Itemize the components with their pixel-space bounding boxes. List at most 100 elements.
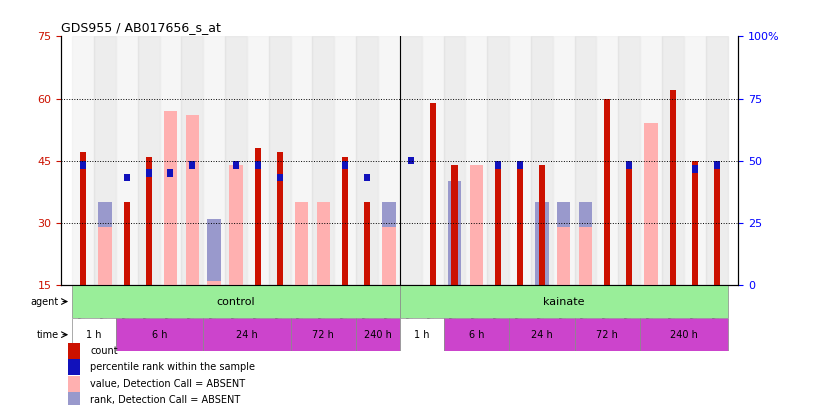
Bar bbox=[713, 161, 720, 168]
Bar bbox=[364, 174, 370, 181]
Bar bbox=[574, 318, 641, 351]
Text: time: time bbox=[37, 330, 59, 340]
Bar bbox=[517, 161, 523, 285]
Bar bbox=[713, 165, 720, 285]
Bar bbox=[662, 36, 684, 285]
Bar bbox=[605, 98, 610, 285]
Bar bbox=[277, 152, 282, 285]
Bar bbox=[189, 161, 195, 168]
Text: rank, Detection Call = ABSENT: rank, Detection Call = ABSENT bbox=[91, 395, 241, 405]
Bar bbox=[706, 36, 728, 285]
Bar bbox=[317, 202, 330, 285]
Bar bbox=[116, 318, 203, 351]
Bar bbox=[670, 90, 676, 285]
Text: 240 h: 240 h bbox=[670, 330, 698, 340]
Text: 24 h: 24 h bbox=[531, 330, 552, 340]
Bar bbox=[124, 174, 130, 181]
Bar bbox=[313, 36, 335, 285]
Bar bbox=[145, 169, 152, 177]
Bar bbox=[247, 36, 268, 285]
Bar bbox=[80, 152, 86, 285]
Bar bbox=[207, 281, 221, 285]
Bar bbox=[619, 36, 641, 285]
Bar bbox=[400, 36, 422, 285]
Text: 240 h: 240 h bbox=[364, 330, 392, 340]
Bar bbox=[552, 36, 574, 285]
Bar bbox=[535, 202, 548, 285]
Bar bbox=[495, 165, 501, 285]
Bar bbox=[557, 202, 570, 285]
Bar bbox=[539, 165, 545, 285]
Text: 1 h: 1 h bbox=[414, 330, 429, 340]
Bar bbox=[181, 36, 203, 285]
Bar bbox=[487, 36, 509, 285]
Bar bbox=[207, 219, 221, 285]
Bar bbox=[641, 36, 662, 285]
Bar bbox=[645, 124, 658, 285]
Bar bbox=[203, 36, 225, 285]
Bar bbox=[531, 36, 552, 285]
Bar bbox=[451, 165, 458, 285]
Bar bbox=[185, 115, 199, 285]
Bar bbox=[317, 202, 330, 285]
Bar bbox=[509, 318, 574, 351]
Bar bbox=[255, 161, 261, 168]
Bar bbox=[290, 318, 356, 351]
Bar bbox=[98, 202, 112, 285]
Bar bbox=[641, 318, 728, 351]
Text: kainate: kainate bbox=[543, 296, 584, 307]
Bar bbox=[408, 157, 414, 164]
Bar bbox=[444, 36, 465, 285]
Bar bbox=[356, 36, 378, 285]
Bar bbox=[596, 36, 619, 285]
Bar bbox=[124, 202, 130, 285]
Bar bbox=[72, 318, 116, 351]
Text: agent: agent bbox=[31, 296, 59, 307]
Bar bbox=[268, 36, 290, 285]
Bar bbox=[68, 392, 80, 405]
Bar bbox=[68, 375, 80, 392]
Bar bbox=[98, 227, 112, 285]
Bar bbox=[290, 36, 313, 285]
Bar bbox=[138, 36, 159, 285]
Bar bbox=[229, 165, 242, 285]
Bar bbox=[465, 36, 487, 285]
Bar bbox=[342, 157, 348, 285]
Text: 72 h: 72 h bbox=[313, 330, 335, 340]
Text: 72 h: 72 h bbox=[596, 330, 619, 340]
Bar bbox=[378, 36, 400, 285]
Text: 6 h: 6 h bbox=[468, 330, 484, 340]
Bar bbox=[382, 202, 396, 285]
Bar bbox=[167, 169, 174, 177]
Bar bbox=[116, 36, 138, 285]
Bar bbox=[68, 343, 80, 359]
Bar bbox=[400, 285, 728, 318]
Bar bbox=[422, 36, 444, 285]
Bar bbox=[295, 202, 308, 285]
Bar bbox=[145, 157, 152, 285]
Bar bbox=[382, 227, 396, 285]
Bar bbox=[692, 165, 698, 173]
Bar bbox=[692, 161, 698, 285]
Bar bbox=[469, 181, 483, 285]
Bar bbox=[495, 161, 501, 168]
Bar bbox=[469, 165, 483, 285]
Text: percentile rank within the sample: percentile rank within the sample bbox=[91, 362, 255, 372]
Bar bbox=[517, 161, 523, 168]
Bar bbox=[164, 111, 177, 285]
Bar bbox=[429, 103, 436, 285]
Bar bbox=[342, 161, 348, 168]
Bar bbox=[364, 202, 370, 285]
Text: value, Detection Call = ABSENT: value, Detection Call = ABSENT bbox=[91, 379, 246, 388]
Bar bbox=[444, 318, 509, 351]
Bar bbox=[295, 202, 308, 285]
Bar bbox=[626, 161, 632, 168]
Text: 1 h: 1 h bbox=[86, 330, 102, 340]
Bar bbox=[509, 36, 531, 285]
Bar bbox=[356, 318, 400, 351]
Bar bbox=[277, 174, 282, 181]
Bar bbox=[448, 181, 461, 285]
Bar bbox=[94, 36, 116, 285]
Bar bbox=[684, 36, 706, 285]
Bar bbox=[557, 227, 570, 285]
